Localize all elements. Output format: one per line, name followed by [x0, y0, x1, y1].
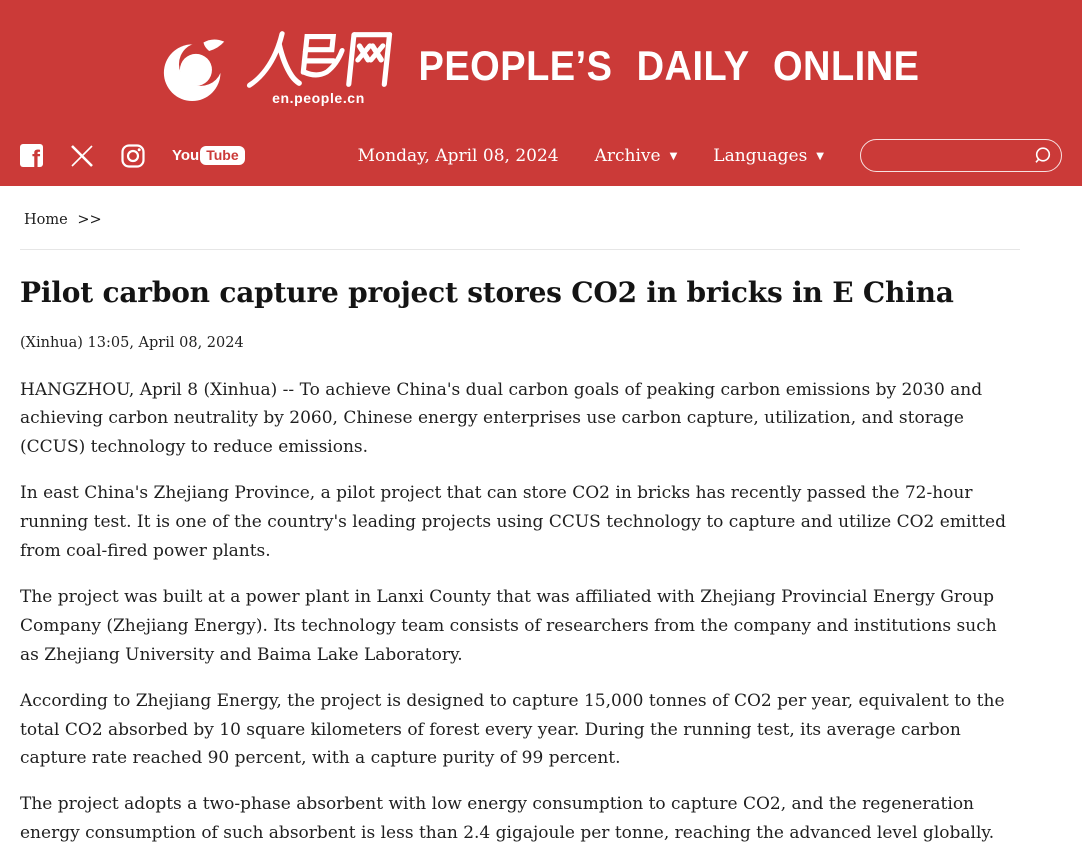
breadcrumb-separator: >> [77, 212, 102, 228]
article-title: Pilot carbon capture project stores CO2 … [20, 276, 954, 309]
chevron-down-icon: ▼ [816, 150, 824, 162]
x-twitter-link[interactable] [70, 144, 94, 167]
masthead: en.people.cn PEOPLE’S DAILY ONLINE [0, 0, 1082, 131]
facebook-link[interactable]: f [20, 144, 43, 167]
header-nav-row: f You [0, 131, 1082, 186]
brand-block[interactable]: en.people.cn [242, 30, 394, 106]
article-body: HANGZHOU, April 8 (Xinhua) -- To achieve… [20, 376, 1020, 848]
article-paragraph: HANGZHOU, April 8 (Xinhua) -- To achieve… [20, 379, 983, 458]
article-page: Home >> Pilot carbon capture project sto… [0, 212, 1082, 848]
article-paragraph: The project was built at a power plant i… [20, 586, 997, 665]
peoples-daily-globe-icon [162, 32, 228, 104]
chevron-down-icon: ▼ [669, 150, 678, 162]
article-paragraph: The project adopts a two-phase absorbent… [20, 794, 995, 844]
youtube-icon: You [172, 147, 200, 164]
header-nav-right: Monday, April 08, 2024 Archive ▼ Languag… [358, 139, 1062, 172]
youtube-link[interactable]: You Tube [172, 146, 245, 165]
article-byline: (Xinhua) 13:05, April 08, 2024 [20, 334, 244, 351]
article-paragraph: In east China's Zhejiang Province, a pil… [20, 483, 1006, 562]
breadcrumb: Home >> [24, 212, 1020, 228]
social-links: f You [20, 143, 245, 168]
search-box[interactable] [860, 139, 1062, 172]
search-icon[interactable] [1033, 146, 1052, 165]
breadcrumb-divider [20, 249, 1020, 250]
search-input[interactable] [875, 145, 1033, 166]
brand-domain: en.people.cn [272, 89, 365, 106]
instagram-link[interactable] [121, 143, 145, 168]
languages-menu[interactable]: Languages ▼ [713, 145, 824, 166]
facebook-icon: f [20, 144, 43, 167]
article-paragraph: According to Zhejiang Energy, the projec… [20, 690, 1005, 769]
current-date: Monday, April 08, 2024 [357, 145, 559, 166]
site-header: en.people.cn PEOPLE’S DAILY ONLINE f [0, 0, 1082, 186]
archive-menu[interactable]: Archive ▼ [594, 145, 678, 166]
peoples-daily-chinese-logo [242, 30, 394, 88]
x-twitter-icon [70, 144, 94, 167]
instagram-icon [121, 143, 145, 168]
breadcrumb-home-link[interactable]: Home [24, 212, 68, 228]
site-title: PEOPLE’S DAILY ONLINE [418, 43, 920, 91]
